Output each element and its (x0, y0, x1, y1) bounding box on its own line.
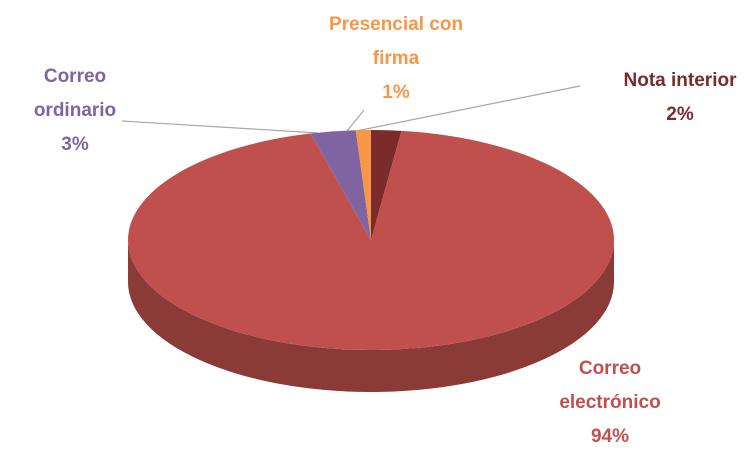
pie-tops (128, 130, 614, 350)
value-label: 1% (382, 82, 410, 103)
pie-slice (371, 130, 402, 240)
data-label: Correo ordinario 3% (20, 60, 130, 162)
data-label: Nota interior 2% (595, 64, 746, 132)
data-label: Correo electrónico 94% (540, 352, 680, 454)
value-label: 94% (590, 426, 630, 447)
leader-line (121, 120, 319, 134)
value-label: 2% (666, 104, 694, 125)
category-label: Presencial con firma (328, 14, 464, 69)
pie-slice (310, 130, 371, 240)
value-label: 3% (61, 134, 89, 155)
leader-lines (121, 85, 581, 134)
data-label: Presencial con firma 1% (311, 8, 481, 110)
category-label: Nota interior (623, 70, 737, 91)
pie-slice (128, 130, 614, 350)
category-label: Correo ordinario (33, 66, 117, 121)
leader-line (346, 109, 365, 132)
category-label: Correo electrónico (559, 358, 661, 413)
pie-sides (128, 240, 614, 392)
leader-line (355, 85, 581, 132)
pie-slice (355, 130, 371, 240)
pie-side (128, 240, 614, 392)
